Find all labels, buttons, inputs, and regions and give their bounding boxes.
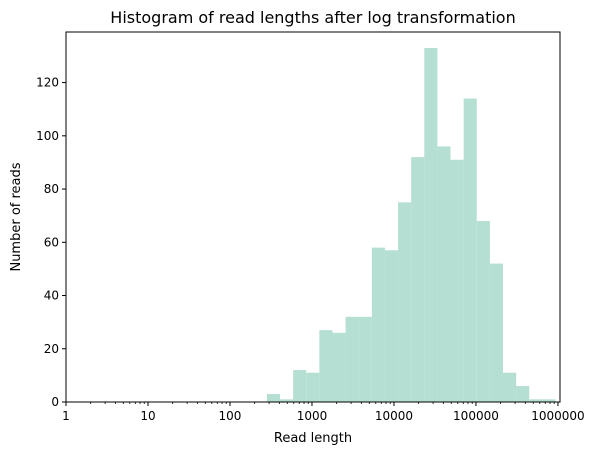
histogram-bar — [384, 250, 399, 402]
histogram-bar — [332, 332, 346, 402]
y-tick-label: 60 — [44, 235, 59, 249]
y-tick-label: 20 — [44, 342, 59, 356]
x-tick-label: 10000 — [375, 409, 413, 423]
histogram-bar — [293, 370, 307, 402]
chart-title: Histogram of read lengths after log tran… — [110, 8, 515, 27]
x-tick-label: 1000 — [297, 409, 328, 423]
histogram-bar — [437, 146, 451, 402]
y-axis-ticks: 0 20 40 60 80 100 120 — [36, 76, 66, 409]
x-tick-label: 1000000 — [531, 409, 584, 423]
x-tick-label: 100000 — [453, 409, 499, 423]
histogram-bar — [542, 399, 556, 402]
bars-group — [266, 47, 556, 403]
histogram-bar — [398, 202, 412, 402]
y-tick-label: 0 — [51, 395, 59, 409]
histogram-bar — [266, 394, 280, 402]
histogram-bar — [319, 330, 333, 402]
histogram-bar — [450, 159, 464, 402]
histogram-bar — [306, 372, 320, 402]
histogram-bar — [529, 399, 543, 402]
y-tick-label: 120 — [36, 76, 59, 90]
histogram-bar — [503, 372, 517, 402]
x-tick-label: 10 — [140, 409, 155, 423]
y-axis-label: Number of reads — [9, 162, 24, 271]
histogram-bar — [279, 399, 294, 402]
x-axis-ticks: 1 10 100 1000 10000 100000 1000000 — [62, 402, 585, 423]
y-tick-label: 80 — [44, 182, 59, 196]
x-axis-label: Read length — [274, 431, 352, 446]
histogram-bar — [358, 316, 372, 402]
histogram-bar — [424, 47, 438, 402]
histogram-bar — [463, 98, 477, 403]
histogram-bar — [411, 157, 425, 402]
histogram-bar — [371, 247, 385, 402]
x-tick-label: 100 — [219, 409, 242, 423]
axes-frame — [65, 31, 561, 403]
plot-frame — [65, 31, 561, 403]
y-tick-label: 40 — [44, 289, 59, 303]
y-tick-label: 100 — [36, 129, 59, 143]
histogram-bar — [516, 386, 530, 402]
x-tick-label: 1 — [62, 409, 70, 423]
histogram-bar — [489, 263, 504, 402]
histogram-bar — [476, 220, 490, 402]
histogram-bar — [345, 316, 359, 402]
